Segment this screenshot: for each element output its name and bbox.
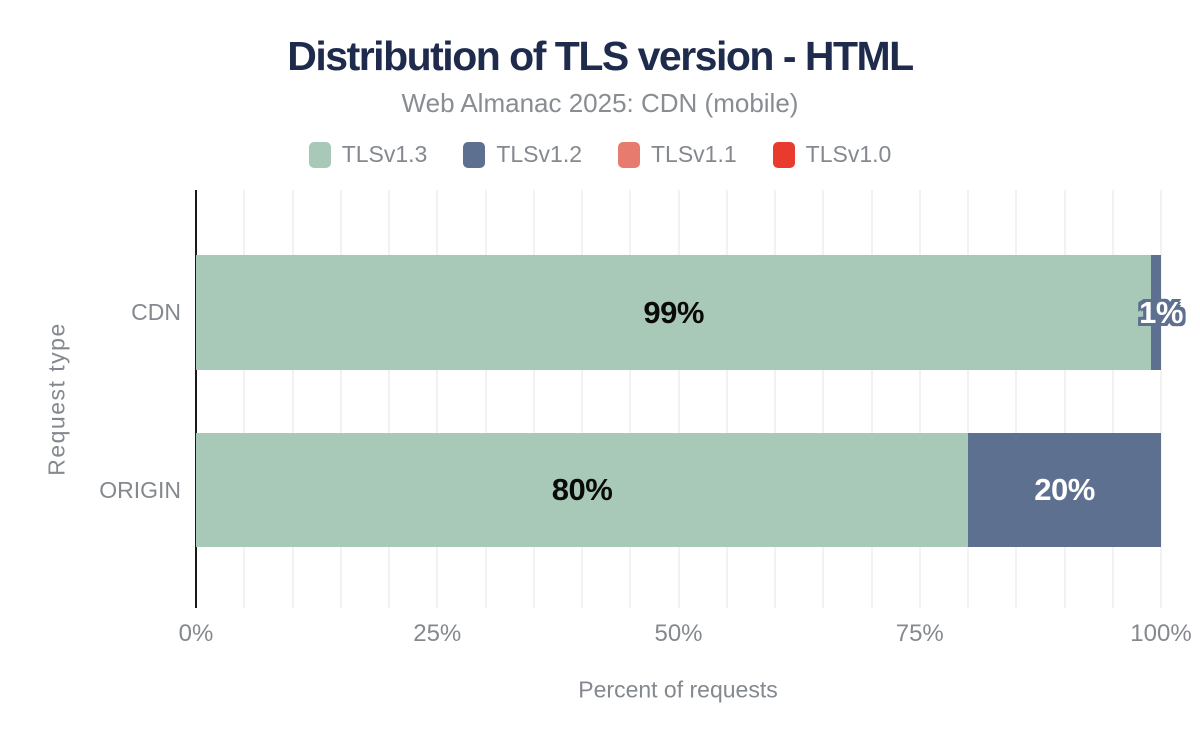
bar-origin: 80% 20% — [196, 433, 1161, 547]
gridline-20 — [388, 190, 390, 608]
legend-label: TLSv1.0 — [805, 141, 892, 167]
gridline-50 — [677, 190, 680, 608]
y-axis-title: Request type — [43, 322, 70, 476]
bar-value-label: 1% — [1139, 294, 1183, 330]
gridline-35 — [532, 190, 535, 608]
gridline-70 — [870, 190, 873, 608]
gridline-80 — [967, 190, 969, 608]
bar-cdn: 99% 1% — [196, 255, 1183, 370]
y-axis-line — [195, 190, 197, 608]
legend: TLSv1.3 TLSv1.2 TLSv1.1 TLSv1.0 — [0, 141, 1200, 168]
legend-item-tlsv1-0: TLSv1.0 — [772, 141, 892, 168]
x-tick-25: 25% — [413, 620, 462, 647]
legend-swatch-tlsv1-0 — [772, 141, 795, 168]
gridline-95 — [1111, 190, 1114, 608]
gridline-15 — [339, 190, 342, 608]
bar-segment-origin-tlsv1-2: 20% — [968, 433, 1161, 547]
x-axis-title: Percent of requests — [578, 676, 778, 703]
bar-value-label: 80% — [551, 472, 613, 507]
x-tick-75: 75% — [895, 620, 944, 647]
x-tick-100: 100% — [1130, 620, 1192, 647]
gridline-55 — [725, 190, 728, 608]
gridline-25 — [436, 190, 439, 608]
legend-swatch-tlsv1-3 — [308, 141, 331, 168]
gridline-5 — [243, 190, 246, 608]
category-label-origin: ORIGIN — [99, 476, 181, 503]
gridline-30 — [484, 190, 487, 608]
gridline-100 — [1160, 190, 1162, 608]
gridline-40 — [581, 190, 583, 608]
legend-swatch-tlsv1-2 — [463, 141, 486, 168]
legend-item-tlsv1-2: TLSv1.2 — [463, 141, 582, 168]
gridline-85 — [1015, 190, 1018, 608]
bar-segment-cdn-tlsv1-2: 1% — [1139, 255, 1183, 370]
gridline-65 — [822, 190, 825, 608]
gridline-10 — [291, 190, 294, 608]
x-tick-0: 0% — [178, 620, 214, 647]
legend-swatch-tlsv1-1 — [618, 141, 640, 168]
gridline-75 — [918, 190, 921, 608]
bar-value-label: 20% — [1034, 472, 1095, 507]
chart-subtitle: Web Almanac 2025: CDN (mobile) — [401, 88, 799, 118]
category-label-cdn: CDN — [131, 299, 181, 325]
legend-label: TLSv1.2 — [496, 141, 582, 167]
x-tick-50: 50% — [654, 620, 703, 647]
chart-title: Distribution of TLS version - HTML — [287, 33, 914, 79]
gridline-60 — [774, 190, 776, 608]
bar-segment-cdn-tlsv1-3: 99% — [196, 255, 1152, 370]
legend-item-tlsv1-3: TLSv1.3 — [308, 141, 428, 168]
legend-item-tlsv1-1: TLSv1.1 — [618, 141, 737, 168]
legend-label: TLSv1.1 — [651, 141, 737, 167]
plot-area: 99% 1% 80% 20% CDN ORIGIN 0% 25% 50% 75% 100% — [99, 190, 1192, 647]
gridline-90 — [1063, 190, 1066, 608]
gridline-45 — [629, 190, 632, 608]
bar-segment-origin-tlsv1-3: 80% — [196, 433, 968, 547]
bar-value-label: 99% — [643, 294, 704, 330]
legend-label: TLSv1.3 — [341, 141, 428, 167]
